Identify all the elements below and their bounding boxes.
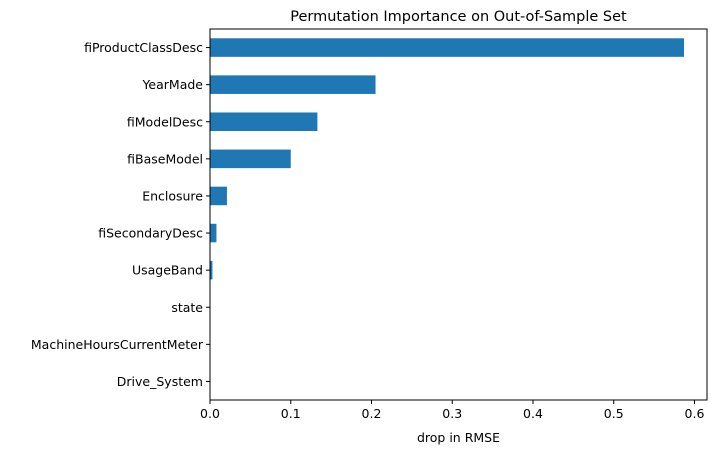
bar-fiModelDesc <box>210 112 317 131</box>
y-tick-label: MachineHoursCurrentMeter <box>31 337 204 352</box>
x-axis-ticks: 0.0 0.1 0.2 0.3 0.4 0.5 0.6 <box>200 400 704 421</box>
bar-YearMade <box>210 75 376 94</box>
bar-fiSecondaryDesc <box>210 224 216 243</box>
y-axis-ticks: fiProductClassDesc YearMade fiModelDesc fiB… <box>31 40 210 389</box>
chart-title: Permutation Importance on Out-of-Sample … <box>290 9 627 25</box>
y-tick-label: fiBaseModel <box>127 151 203 166</box>
x-tick-label: 0.3 <box>442 406 462 421</box>
bar-fiBaseModel <box>210 150 291 169</box>
x-tick-label: 0.0 <box>200 406 220 421</box>
y-tick-label: fiProductClassDesc <box>84 40 203 55</box>
x-tick-label: 0.2 <box>362 406 382 421</box>
y-tick-label: UsageBand <box>132 263 203 278</box>
y-tick-label: fiSecondaryDesc <box>98 226 203 241</box>
x-tick-label: 0.4 <box>523 406 543 421</box>
x-tick-label: 0.6 <box>685 406 705 421</box>
x-axis-label: drop in RMSE <box>417 430 500 445</box>
x-tick-label: 0.1 <box>281 406 301 421</box>
y-tick-label: state <box>171 300 203 315</box>
bar-Enclosure <box>210 187 227 206</box>
y-tick-label: fiModelDesc <box>127 114 203 129</box>
bar-fiProductClassDesc <box>210 38 684 57</box>
x-tick-label: 0.5 <box>604 406 624 421</box>
y-tick-label: YearMade <box>141 77 203 92</box>
y-tick-label: Enclosure <box>142 188 203 203</box>
bars-layer <box>210 38 684 390</box>
y-tick-label: Drive_System <box>117 374 203 389</box>
